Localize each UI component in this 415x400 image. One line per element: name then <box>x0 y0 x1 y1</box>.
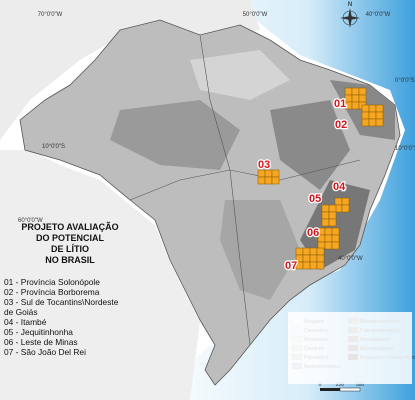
grid-cell <box>351 101 360 110</box>
grid-cell <box>368 104 377 113</box>
area-code: 02 <box>335 119 347 131</box>
area-code: 06 <box>307 227 319 239</box>
legend-title: DO POTENCIAL <box>36 233 105 243</box>
area-code: 05 <box>309 193 321 205</box>
grid-cell <box>358 94 367 103</box>
grid-cell <box>331 234 340 243</box>
project-item: 03 - Sul de Tocantins\Nordeste de Goiás <box>4 297 119 317</box>
grid-cell <box>302 261 311 270</box>
coordinate-label: 40°0'0"W <box>338 256 363 262</box>
grid-cell <box>358 87 367 96</box>
grid-cell <box>324 227 333 236</box>
area-code: 03 <box>258 159 270 171</box>
neighbor-land <box>0 150 200 400</box>
grid-cell <box>361 111 370 120</box>
grid-cell <box>264 176 273 185</box>
grid-cell <box>257 169 266 178</box>
grid-cell <box>257 176 266 185</box>
grid-cell <box>341 197 350 206</box>
grid-cell <box>321 204 330 213</box>
project-item: 06 - Leste de Minas <box>4 337 78 347</box>
grid-cell <box>331 241 340 250</box>
scale-label: 250 <box>336 382 345 388</box>
grid-cell <box>321 211 330 220</box>
grid-cell <box>324 234 333 243</box>
legend-title: DE LÍTIO <box>51 244 89 254</box>
grid-cell <box>368 118 377 127</box>
grid-cell <box>309 247 318 256</box>
coordinate-label: 60°0'0"W <box>18 218 43 224</box>
project-item: 07 - São João Del Rei <box>4 347 86 357</box>
grid-cell <box>309 261 318 270</box>
coordinate-label: 10°0'0"S <box>395 146 415 152</box>
scale-label: 500 <box>356 382 365 388</box>
grid-cell <box>328 211 337 220</box>
coordinate-label: 40°0'0"W <box>366 12 391 18</box>
grid-cell <box>271 176 280 185</box>
grid-cell <box>361 118 370 127</box>
project-item: 04 - Itambé <box>4 317 47 327</box>
grid-cell <box>316 247 325 256</box>
project-item-part: 03 - Sul de Tocantins\Nordeste <box>4 297 119 307</box>
scale-label: 0 <box>319 382 322 388</box>
grid-cell <box>302 247 311 256</box>
compass <box>340 8 360 28</box>
ocean <box>150 0 415 400</box>
grid-cell <box>375 118 384 127</box>
area-code: 01 <box>334 98 346 110</box>
project-item: 02 - Província Borborema <box>4 287 100 297</box>
project-areas <box>257 87 384 270</box>
state-border <box>199 34 251 346</box>
grid-cell <box>321 218 330 227</box>
grid-cell <box>295 247 304 256</box>
coordinate-label: 50°0'0"W <box>243 12 268 18</box>
grid-cell <box>271 169 280 178</box>
grid-cell <box>351 87 360 96</box>
grid-cell <box>344 87 353 96</box>
grid-cell <box>368 111 377 120</box>
grid-cell <box>334 197 343 206</box>
grid-cell <box>351 94 360 103</box>
coordinate-label: 10°0'0"S <box>42 144 65 150</box>
legend-title: NO BRASIL <box>45 255 95 265</box>
region <box>220 200 300 300</box>
grid-cell <box>324 241 333 250</box>
grid-cell <box>341 204 350 213</box>
project-item: 01 - Província Solonópole <box>4 277 100 287</box>
grid-cell <box>328 218 337 227</box>
coordinate-label: 70°0'0"W <box>38 12 63 18</box>
grid-cell <box>316 254 325 263</box>
grid-cell <box>316 261 325 270</box>
legend-box <box>288 312 412 384</box>
grid-cell <box>302 254 311 263</box>
grid-cell <box>361 104 370 113</box>
grid-cell <box>309 254 318 263</box>
grid-cell <box>328 204 337 213</box>
state-border <box>129 159 361 201</box>
coordinate-label: 0°0'0"S <box>395 78 415 84</box>
area-code: 07 <box>285 260 297 272</box>
project-item-part: de Goiás <box>4 307 38 317</box>
legend-title: PROJETO AVALIAÇÃO <box>21 222 118 232</box>
scale-bar <box>320 387 361 392</box>
grid-cell <box>331 227 340 236</box>
project-item: 05 - Jequitinhonha <box>4 327 73 337</box>
grid-cell <box>375 111 384 120</box>
region <box>110 100 240 170</box>
grid-cell <box>375 104 384 113</box>
compass-label: N <box>348 2 352 8</box>
region <box>190 50 290 100</box>
area-code: 04 <box>333 181 346 193</box>
grid-cell <box>264 169 273 178</box>
